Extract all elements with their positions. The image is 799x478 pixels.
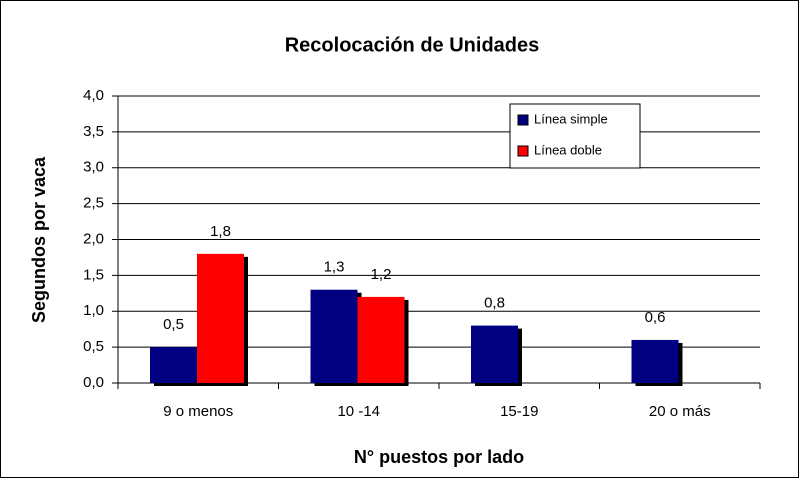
y-tick-label: 3,0: [83, 159, 104, 176]
x-axis-label: N° puestos por lado: [354, 447, 524, 467]
y-tick-label: 1,5: [83, 266, 104, 283]
y-tick-label: 0,5: [83, 338, 104, 355]
legend-label: Línea simple: [534, 111, 608, 126]
y-tick-label: 2,5: [83, 195, 104, 212]
bar: [357, 296, 405, 383]
y-tick-label: 3,5: [83, 123, 104, 140]
data-label: 0,5: [163, 316, 184, 333]
bar: [631, 339, 679, 383]
x-tick-label: 20 o más: [649, 403, 711, 420]
y-tick-label: 0,0: [83, 374, 104, 391]
y-tick-label: 2,0: [83, 230, 104, 247]
data-label: 0,6: [645, 309, 666, 326]
x-tick-label: 15-19: [500, 403, 538, 420]
chart-title: Recolocación de Unidades: [285, 34, 540, 56]
bar: [310, 289, 358, 383]
data-label: 1,8: [210, 223, 231, 240]
bar: [197, 253, 244, 383]
x-tick-label: 9 o menos: [163, 403, 233, 420]
data-label: 1,2: [371, 266, 392, 283]
bar: [471, 325, 518, 383]
y-tick-label: 4,0: [83, 87, 104, 104]
bar: [150, 347, 197, 383]
y-axis-label: Segundos por vaca: [29, 156, 49, 323]
legend-box: [509, 103, 641, 169]
y-tick-label: 1,0: [83, 302, 104, 319]
legend-label: Línea doble: [534, 142, 602, 157]
x-tick-label: 10 -14: [337, 403, 380, 420]
legend-swatch: [517, 145, 529, 157]
data-label: 1,3: [324, 259, 345, 276]
legend-swatch: [517, 114, 529, 126]
data-label: 0,8: [484, 295, 505, 312]
